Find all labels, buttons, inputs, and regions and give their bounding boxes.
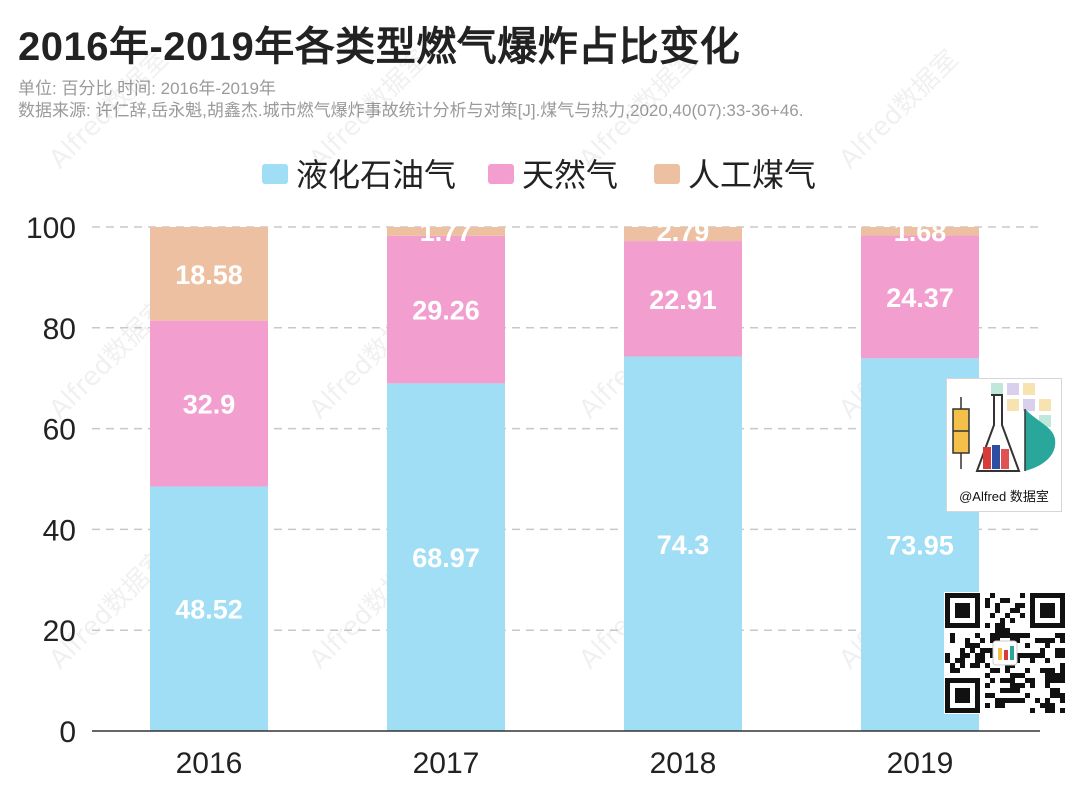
unit-and-time-note: 单位: 百分比 时间: 2016年-2019年 — [18, 79, 276, 98]
data-label-2017-0: 68.97 — [412, 543, 480, 573]
x-axis-ticks: 2016 2017 2018 2019 — [176, 747, 954, 780]
data-label-2019-1: 24.37 — [886, 283, 954, 313]
brand-logo-caption: @Alfred 数据室 — [959, 489, 1049, 504]
legend-label: 液化石油气 — [296, 156, 456, 194]
bar-segment-2017-1 — [387, 235, 505, 384]
bar-segment-2019-2 — [861, 227, 979, 236]
brand-logo-icon — [952, 383, 1056, 472]
data-source-note: 数据来源: 许仁辞,岳永魁,胡鑫杰.城市燃气爆炸事故统计分析与对策[J].煤气与… — [18, 101, 804, 120]
data-label-2018-0: 74.3 — [657, 530, 710, 560]
bar-segment-2018-0 — [624, 356, 742, 731]
chart-title: 2016年-2019年各类型燃气爆炸占比变化 — [18, 25, 741, 69]
bar-segment-2016-0 — [150, 486, 268, 731]
x-tick-label: 2018 — [650, 747, 717, 780]
legend-item: 人工煤气 — [654, 156, 816, 194]
legend-swatch — [488, 164, 514, 184]
legend-swatch — [262, 164, 288, 184]
y-tick-label: 20 — [43, 615, 76, 648]
legend-label: 天然气 — [522, 156, 618, 194]
bar-segment-2019-1 — [861, 235, 979, 359]
data-label-2018-2: 2.79 — [657, 217, 710, 247]
x-tick-label: 2019 — [887, 747, 954, 780]
legend-label: 人工煤气 — [688, 156, 816, 194]
x-tick-label: 2016 — [176, 747, 243, 780]
y-tick-label: 80 — [43, 313, 76, 346]
brand-logo-card: @Alfred 数据室 — [946, 378, 1062, 512]
bar-layer — [150, 227, 979, 731]
bar-segment-2016-1 — [150, 320, 268, 487]
x-tick-label: 2017 — [413, 747, 480, 780]
bar-segment-2016-2 — [150, 227, 268, 321]
legend-item: 天然气 — [488, 156, 618, 194]
data-label-layer: 48.52 32.9 18.58 68.97 29.26 1.77 74.3 22.91 2.7… — [175, 217, 954, 625]
data-label-2016-1: 32.9 — [183, 390, 236, 420]
bar-segment-2017-0 — [387, 383, 505, 731]
data-label-2019-0: 73.95 — [886, 531, 954, 561]
data-label-2018-1: 22.91 — [649, 285, 717, 315]
y-axis-ticks: 0 20 40 60 80 100 — [26, 212, 76, 749]
legend: 液化石油气 天然气 人工煤气 — [262, 156, 816, 194]
bar-segment-2017-2 — [387, 227, 505, 236]
bar-segment-2018-1 — [624, 241, 742, 357]
data-label-2016-2: 18.58 — [175, 260, 243, 290]
data-label-2017-2: 1.77 — [420, 217, 473, 247]
y-tick-label: 60 — [43, 414, 76, 447]
data-label-2017-1: 29.26 — [412, 296, 480, 326]
data-label-2019-2: 1.68 — [894, 217, 947, 247]
y-tick-label: 100 — [26, 212, 76, 245]
y-tick-label: 40 — [43, 514, 76, 547]
data-label-2016-0: 48.52 — [175, 595, 243, 625]
watermark-text: Alfred数据室 — [834, 44, 965, 175]
legend-swatch — [654, 164, 680, 184]
qr-code — [944, 592, 1066, 714]
y-tick-label: 0 — [59, 716, 76, 749]
bar-segment-2018-2 — [624, 227, 742, 242]
watermark-text: Alfred数据室 — [44, 44, 175, 175]
legend-item: 液化石油气 — [262, 156, 456, 194]
